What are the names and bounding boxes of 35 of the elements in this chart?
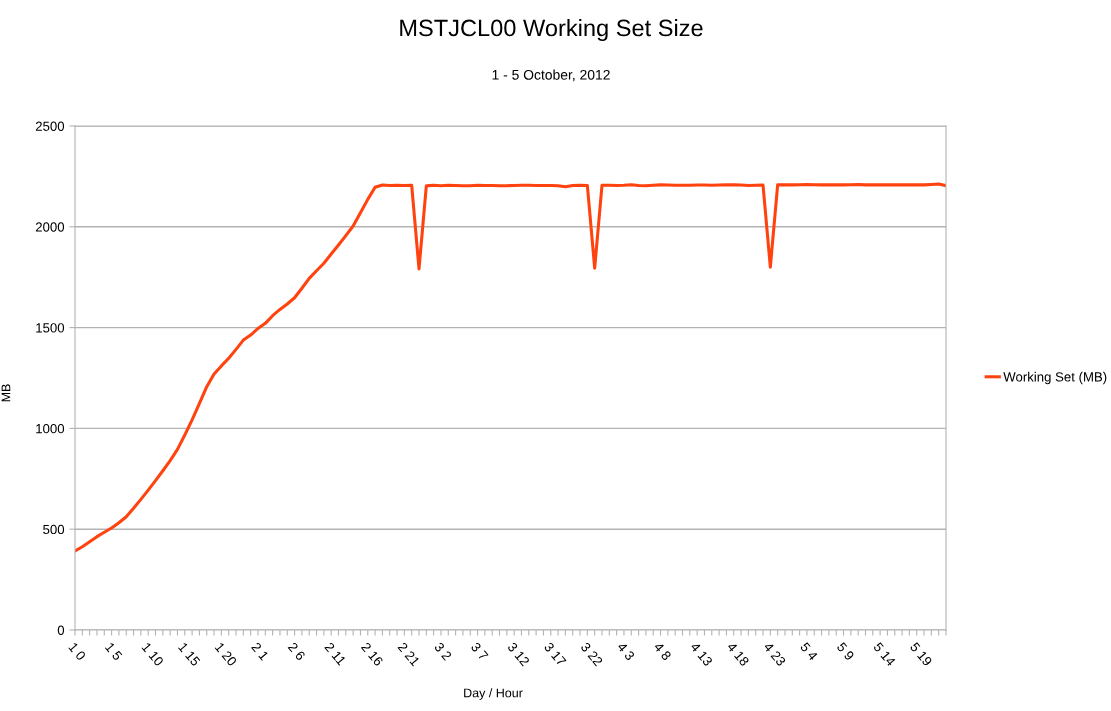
y-tick-label: 1000	[36, 423, 65, 434]
x-tick-label: 4 8	[653, 641, 672, 661]
chart-title: MSTJCL00 Working Set Size	[400, 19, 703, 41]
x-tick-label: 5 19	[909, 641, 933, 667]
x-tick-label: 4 3	[616, 641, 636, 661]
x-tick-label: 3 7	[470, 641, 489, 661]
x-tick-label: 3 17	[543, 641, 567, 667]
y-axis-title: MB	[1, 384, 11, 402]
x-tick-label: 2 11	[324, 641, 347, 666]
chart-subtitle: 1 - 5 October, 2012	[492, 69, 610, 82]
x-tick-label: 1 15	[178, 642, 201, 667]
x-tick-label: 1 0	[68, 642, 87, 661]
x-tick-label: 3 12	[507, 641, 530, 667]
x-tick-label: 4 13	[689, 641, 714, 667]
x-tick-label: 2 21	[397, 641, 421, 667]
y-tick-label: 0	[57, 625, 65, 635]
x-tick-label: 4 23	[763, 641, 787, 667]
y-tick-label: 500	[43, 524, 65, 535]
x-tick-label: 2 6	[287, 641, 306, 661]
x-tick-label: 2 16	[360, 641, 384, 667]
y-tick-label: 2000	[35, 222, 65, 232]
legend-label: Working Set (MB)	[1003, 371, 1107, 385]
y-tick-label: 2500	[35, 121, 65, 131]
x-tick-label: 1 10	[141, 642, 165, 667]
x-tick-label: 1 5	[104, 642, 123, 661]
x-tick-label: 5 9	[836, 641, 855, 661]
x-axis-title: Day / Hour	[464, 688, 523, 700]
x-tick-label: 4 18	[726, 641, 750, 667]
x-tick-label: 1 20	[214, 642, 238, 667]
x-tick-label: 3 22	[580, 641, 604, 667]
x-tick-label: 5 4	[799, 641, 819, 662]
x-tick-label: 3 2	[433, 641, 453, 661]
x-tick-label: 5 14	[873, 641, 897, 667]
y-tick-label: 1500	[36, 323, 65, 333]
x-tick-label: 2 1	[251, 641, 270, 661]
